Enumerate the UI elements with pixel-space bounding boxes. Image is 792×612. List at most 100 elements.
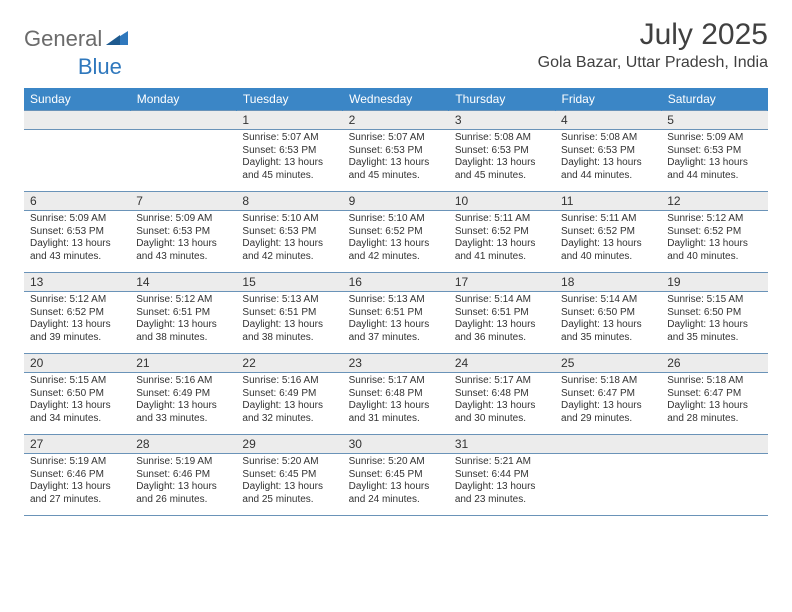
- sunrise-text: Sunrise: 5:09 AM: [30, 213, 124, 226]
- month-title: July 2025: [538, 18, 768, 52]
- day-number: 8: [236, 192, 342, 210]
- day-body-cell: Sunrise: 5:18 AMSunset: 6:47 PMDaylight:…: [555, 373, 661, 435]
- daylight-text: Daylight: 13 hours and 38 minutes.: [136, 319, 230, 344]
- sunset-text: Sunset: 6:52 PM: [30, 307, 124, 320]
- day-header: Sunday: [24, 88, 130, 111]
- calendar-table: SundayMondayTuesdayWednesdayThursdayFrid…: [24, 88, 768, 516]
- logo: General: [24, 26, 130, 52]
- day-number: 31: [449, 435, 555, 453]
- sunset-text: Sunset: 6:53 PM: [136, 226, 230, 239]
- day-detail: Sunrise: 5:19 AMSunset: 6:46 PMDaylight:…: [130, 454, 236, 510]
- day-number-cell: [555, 435, 661, 454]
- day-body-cell: Sunrise: 5:17 AMSunset: 6:48 PMDaylight:…: [449, 373, 555, 435]
- sunrise-text: Sunrise: 5:14 AM: [561, 294, 655, 307]
- day-header: Tuesday: [236, 88, 342, 111]
- daylight-text: Daylight: 13 hours and 25 minutes.: [242, 481, 336, 506]
- sunset-text: Sunset: 6:52 PM: [455, 226, 549, 239]
- day-number-cell: 4: [555, 111, 661, 130]
- daylight-text: Daylight: 13 hours and 39 minutes.: [30, 319, 124, 344]
- daylight-text: Daylight: 13 hours and 40 minutes.: [561, 238, 655, 263]
- day-number-cell: 22: [236, 354, 342, 373]
- day-detail: Sunrise: 5:11 AMSunset: 6:52 PMDaylight:…: [555, 211, 661, 267]
- sunset-text: Sunset: 6:51 PM: [455, 307, 549, 320]
- sunset-text: Sunset: 6:53 PM: [242, 226, 336, 239]
- day-header: Saturday: [661, 88, 767, 111]
- daylight-text: Daylight: 13 hours and 33 minutes.: [136, 400, 230, 425]
- day-detail: Sunrise: 5:12 AMSunset: 6:52 PMDaylight:…: [24, 292, 130, 348]
- day-number-cell: 29: [236, 435, 342, 454]
- day-number: 18: [555, 273, 661, 291]
- day-number-cell: 10: [449, 192, 555, 211]
- sunset-text: Sunset: 6:52 PM: [561, 226, 655, 239]
- sunrise-text: Sunrise: 5:21 AM: [455, 456, 549, 469]
- day-detail: Sunrise: 5:07 AMSunset: 6:53 PMDaylight:…: [343, 130, 449, 186]
- day-detail: Sunrise: 5:10 AMSunset: 6:53 PMDaylight:…: [236, 211, 342, 267]
- day-detail: Sunrise: 5:09 AMSunset: 6:53 PMDaylight:…: [661, 130, 767, 186]
- day-number: 9: [343, 192, 449, 210]
- day-number-cell: 27: [24, 435, 130, 454]
- day-number-cell: 19: [661, 273, 767, 292]
- day-body-cell: Sunrise: 5:17 AMSunset: 6:48 PMDaylight:…: [343, 373, 449, 435]
- day-number: 5: [661, 111, 767, 129]
- sunrise-text: Sunrise: 5:08 AM: [561, 132, 655, 145]
- sunset-text: Sunset: 6:50 PM: [30, 388, 124, 401]
- day-detail: Sunrise: 5:14 AMSunset: 6:51 PMDaylight:…: [449, 292, 555, 348]
- daylight-text: Daylight: 13 hours and 35 minutes.: [667, 319, 761, 344]
- day-number: 2: [343, 111, 449, 129]
- week-body-row: Sunrise: 5:07 AMSunset: 6:53 PMDaylight:…: [24, 130, 768, 192]
- sunrise-text: Sunrise: 5:12 AM: [136, 294, 230, 307]
- day-number-cell: 13: [24, 273, 130, 292]
- sunset-text: Sunset: 6:51 PM: [242, 307, 336, 320]
- day-body-cell: Sunrise: 5:15 AMSunset: 6:50 PMDaylight:…: [661, 292, 767, 354]
- sunrise-text: Sunrise: 5:17 AM: [349, 375, 443, 388]
- day-body-cell: Sunrise: 5:15 AMSunset: 6:50 PMDaylight:…: [24, 373, 130, 435]
- sunrise-text: Sunrise: 5:15 AM: [30, 375, 124, 388]
- day-number-cell: 6: [24, 192, 130, 211]
- sunset-text: Sunset: 6:53 PM: [349, 145, 443, 158]
- calendar-page: General July 2025 Gola Bazar, Uttar Prad…: [0, 0, 792, 536]
- sunrise-text: Sunrise: 5:13 AM: [242, 294, 336, 307]
- day-detail: Sunrise: 5:20 AMSunset: 6:45 PMDaylight:…: [236, 454, 342, 510]
- day-header: Thursday: [449, 88, 555, 111]
- sunset-text: Sunset: 6:49 PM: [136, 388, 230, 401]
- day-number: [130, 111, 236, 129]
- day-number: 16: [343, 273, 449, 291]
- daylight-text: Daylight: 13 hours and 24 minutes.: [349, 481, 443, 506]
- sunset-text: Sunset: 6:50 PM: [561, 307, 655, 320]
- daylight-text: Daylight: 13 hours and 29 minutes.: [561, 400, 655, 425]
- day-number: 7: [130, 192, 236, 210]
- day-number-cell: 12: [661, 192, 767, 211]
- daylight-text: Daylight: 13 hours and 23 minutes.: [455, 481, 549, 506]
- week-daynum-row: 6789101112: [24, 192, 768, 211]
- day-detail: [24, 130, 130, 136]
- day-detail: Sunrise: 5:17 AMSunset: 6:48 PMDaylight:…: [449, 373, 555, 429]
- day-number-cell: 17: [449, 273, 555, 292]
- day-body-cell: Sunrise: 5:16 AMSunset: 6:49 PMDaylight:…: [236, 373, 342, 435]
- daylight-text: Daylight: 13 hours and 34 minutes.: [30, 400, 124, 425]
- day-detail: Sunrise: 5:12 AMSunset: 6:51 PMDaylight:…: [130, 292, 236, 348]
- day-number: 10: [449, 192, 555, 210]
- sunset-text: Sunset: 6:53 PM: [561, 145, 655, 158]
- day-detail: Sunrise: 5:17 AMSunset: 6:48 PMDaylight:…: [343, 373, 449, 429]
- daylight-text: Daylight: 13 hours and 28 minutes.: [667, 400, 761, 425]
- day-body-cell: Sunrise: 5:19 AMSunset: 6:46 PMDaylight:…: [24, 454, 130, 516]
- day-body-cell: Sunrise: 5:11 AMSunset: 6:52 PMDaylight:…: [555, 211, 661, 273]
- week-body-row: Sunrise: 5:15 AMSunset: 6:50 PMDaylight:…: [24, 373, 768, 435]
- daylight-text: Daylight: 13 hours and 45 minutes.: [242, 157, 336, 182]
- day-number: 28: [130, 435, 236, 453]
- day-detail: Sunrise: 5:18 AMSunset: 6:47 PMDaylight:…: [555, 373, 661, 429]
- day-body-cell: Sunrise: 5:09 AMSunset: 6:53 PMDaylight:…: [130, 211, 236, 273]
- daylight-text: Daylight: 13 hours and 42 minutes.: [349, 238, 443, 263]
- week-daynum-row: 13141516171819: [24, 273, 768, 292]
- day-body-cell: [130, 130, 236, 192]
- day-number-cell: 25: [555, 354, 661, 373]
- day-number-cell: 30: [343, 435, 449, 454]
- day-number: [661, 435, 767, 453]
- daylight-text: Daylight: 13 hours and 40 minutes.: [667, 238, 761, 263]
- day-number-cell: 24: [449, 354, 555, 373]
- sunset-text: Sunset: 6:53 PM: [667, 145, 761, 158]
- sunrise-text: Sunrise: 5:20 AM: [242, 456, 336, 469]
- sunrise-text: Sunrise: 5:16 AM: [136, 375, 230, 388]
- sunrise-text: Sunrise: 5:09 AM: [136, 213, 230, 226]
- day-number: 26: [661, 354, 767, 372]
